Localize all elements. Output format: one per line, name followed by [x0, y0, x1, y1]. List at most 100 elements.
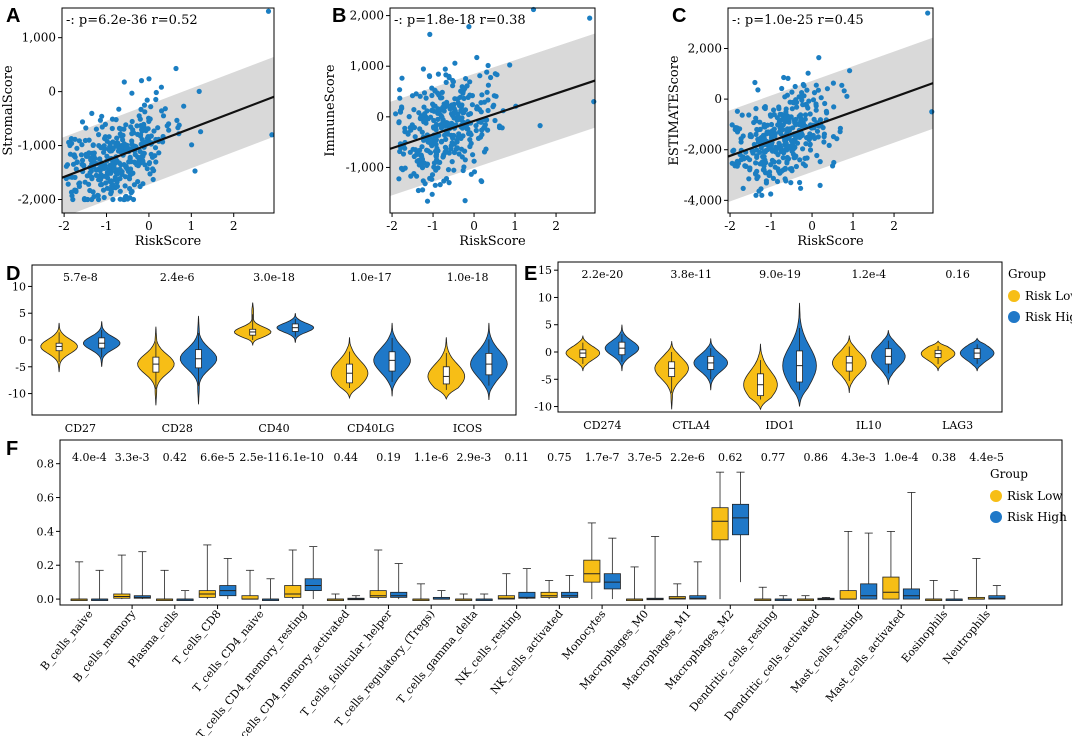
scatter-point [396, 119, 402, 125]
scatter-point [456, 151, 462, 157]
scatter-point [485, 127, 491, 133]
violin-box [973, 348, 981, 359]
scatter-point [780, 155, 786, 161]
scatter-point [153, 96, 159, 103]
scatter-point [411, 124, 418, 131]
scatter-point [79, 142, 85, 148]
scatter-point [74, 159, 80, 165]
scatter-point [757, 161, 763, 167]
scatter-point [784, 92, 791, 98]
scatter-point [766, 129, 772, 135]
scatter-point [108, 178, 114, 184]
box-risk-low [284, 585, 302, 598]
scatter-point [117, 176, 123, 182]
scatter-point [432, 182, 438, 188]
scatter-point [817, 159, 823, 165]
scatter-point [461, 164, 467, 170]
scatter-point [757, 149, 763, 155]
scatter-point [145, 126, 151, 132]
scatter-point [740, 185, 746, 191]
scatter-point [805, 105, 811, 111]
scatter-point [479, 127, 485, 133]
scatter-point [753, 106, 759, 112]
box-risk-high [732, 503, 750, 536]
scatter-point [771, 107, 777, 113]
legend-label: Risk High [1007, 510, 1067, 524]
scatter-point [138, 123, 144, 129]
scatter-point [424, 162, 430, 168]
scatter-point [419, 115, 425, 121]
scatter-point [419, 156, 425, 162]
scatter-point [471, 169, 478, 175]
scatter-point [189, 142, 195, 148]
scatter-point [174, 117, 180, 123]
scatter-point [138, 106, 144, 112]
scatter-point [78, 152, 84, 158]
scatter-point [767, 172, 773, 178]
scatter-point [148, 104, 154, 110]
scatter-panel-immune: -2 -1 0 1 2 -1,000 0 1,000 2,000 RiskScore ImmuneS… [323, 6, 597, 249]
scatter-point [417, 126, 423, 132]
scatter-point [729, 122, 735, 128]
scatter-point [492, 117, 498, 124]
p-value-label: 3.7e-5 [627, 451, 662, 464]
scatter-point [755, 87, 761, 93]
scatter-point [804, 87, 810, 93]
scatter-point [173, 65, 179, 72]
scatter-point [73, 188, 79, 195]
scatter-point [127, 156, 133, 162]
scatter-point [800, 81, 806, 88]
scatter-point [402, 165, 408, 171]
y-tick-label: 2,000 [350, 9, 384, 23]
scatter-point [818, 95, 824, 101]
scatter-point [155, 125, 161, 131]
scatter-point [429, 191, 435, 197]
p-value-label: 1.1e-6 [414, 451, 449, 464]
scatter-point [449, 140, 455, 146]
scatter-point [412, 147, 419, 153]
scatter-point [777, 111, 783, 117]
scatter-point [735, 160, 742, 166]
panel-letter-c: C [672, 5, 686, 27]
legend-swatch [1008, 311, 1020, 323]
scatter-point [135, 154, 141, 160]
p-value-label: 1.7e-7 [585, 451, 620, 464]
scatter-point [437, 159, 443, 165]
y-tick-label: 15 [538, 264, 552, 277]
scatter-point [738, 139, 744, 145]
scatter-point [837, 129, 843, 135]
legend-swatch [990, 490, 1002, 502]
legend-title: Group [990, 467, 1028, 481]
scatter-point [803, 141, 809, 147]
scatter-point [72, 136, 78, 142]
scatter-point [142, 109, 148, 115]
x-axis-label: RiskScore [797, 234, 864, 249]
violin-panel-costim: -10 -5 0 5 10 CD27 5.7e-8 CD28 2.4e-6 CD40 3.0e-18… [8, 264, 517, 435]
scatter-point [746, 112, 752, 118]
scatter-point [429, 92, 435, 99]
scatter-point [437, 182, 443, 188]
box-risk-high [902, 588, 920, 600]
scatter-point [137, 133, 144, 139]
category-label: CTLA4 [672, 419, 710, 432]
scatter-point [150, 153, 156, 159]
scatter-point [463, 76, 469, 82]
plot-frame [61, 7, 275, 214]
scatter-point [435, 116, 441, 122]
scatter-point [815, 134, 821, 140]
scatter-point [162, 106, 168, 112]
scatter-point [813, 82, 819, 88]
scatter-point [445, 167, 452, 173]
scatter-point [479, 92, 485, 98]
scatter-point [104, 169, 110, 175]
scatter-point [768, 191, 774, 197]
violin-box [796, 350, 803, 383]
scatter-point [114, 135, 120, 141]
scatter-point [89, 176, 95, 182]
scatter-point [166, 127, 172, 133]
y-tick-label: -10 [8, 388, 26, 401]
scatter-point [156, 150, 162, 156]
scatter-point [91, 153, 97, 159]
box-risk-low [540, 591, 558, 598]
scatter-point [761, 149, 767, 155]
